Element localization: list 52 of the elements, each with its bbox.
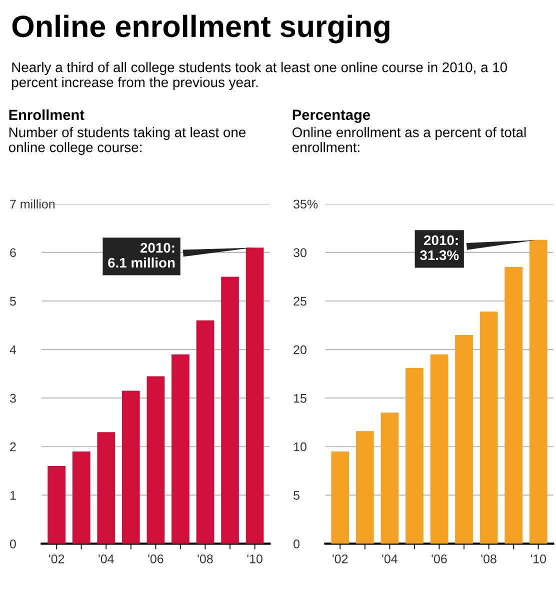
y-tick-label: 35% [294,200,318,209]
chart-title: Enrollment [9,109,84,120]
y-tick-label: 25 [294,296,306,306]
bar [430,354,448,544]
x-tick-label: '08 [198,554,213,564]
chart-subtitle: Number of students taking at least one online college course: [8,127,246,155]
chart-title: Percentage [292,110,370,123]
x-tick-label: '10 [247,554,262,564]
y-tick-label: 1 [10,491,16,500]
y-tick-label: 7 million [10,199,55,209]
y-tick-label: 10 [294,442,306,452]
bar [97,432,116,544]
text: Online enrollment surging [12,14,390,44]
bar [72,451,90,544]
chart-subtitle: Online enrollment as a percent of total enrollment: [292,127,526,152]
bar [380,412,399,544]
bar [172,354,190,544]
y-tick-label: 30 [294,248,306,258]
x-tick-label: '06 [432,554,447,564]
bar [221,276,239,544]
bar [146,376,165,544]
bar [331,451,350,544]
y-tick-label: 6 [10,248,16,258]
y-tick-label: 0 [294,540,300,548]
y-tick-label: 4 [10,345,16,354]
y-tick-label: 2 [10,442,16,452]
y-tick-label: 15 [294,394,306,403]
x-tick-label: '02 [332,554,348,564]
x-tick-label: '06 [148,554,164,564]
x-tick-label: '10 [530,554,546,564]
bar [529,240,548,544]
bar [455,334,473,544]
y-tick-label: 3 [10,394,16,403]
bar [246,248,264,544]
x-tick-label: '02 [49,554,64,564]
x-tick-label: '08 [481,554,496,564]
bar [196,320,214,544]
y-tick-label: 5 [10,296,16,306]
x-tick-label: '04 [382,554,398,564]
bar [504,267,522,544]
bar [48,466,66,544]
bar [122,390,140,544]
annotation: 2010: 6.1 million [108,242,175,268]
bar [356,431,374,544]
y-tick-label: 5 [294,491,300,500]
x-tick-label: '04 [98,554,114,564]
y-tick-label: 20 [294,345,306,354]
text: Nearly a third of all college students took at least one online course in 2010, a 10 percent increase from the previous year. [12,62,508,90]
bar [480,312,498,544]
bar [406,368,424,544]
y-tick-label: 0 [10,540,16,548]
annotation: 2010: 31.3% [420,235,459,260]
